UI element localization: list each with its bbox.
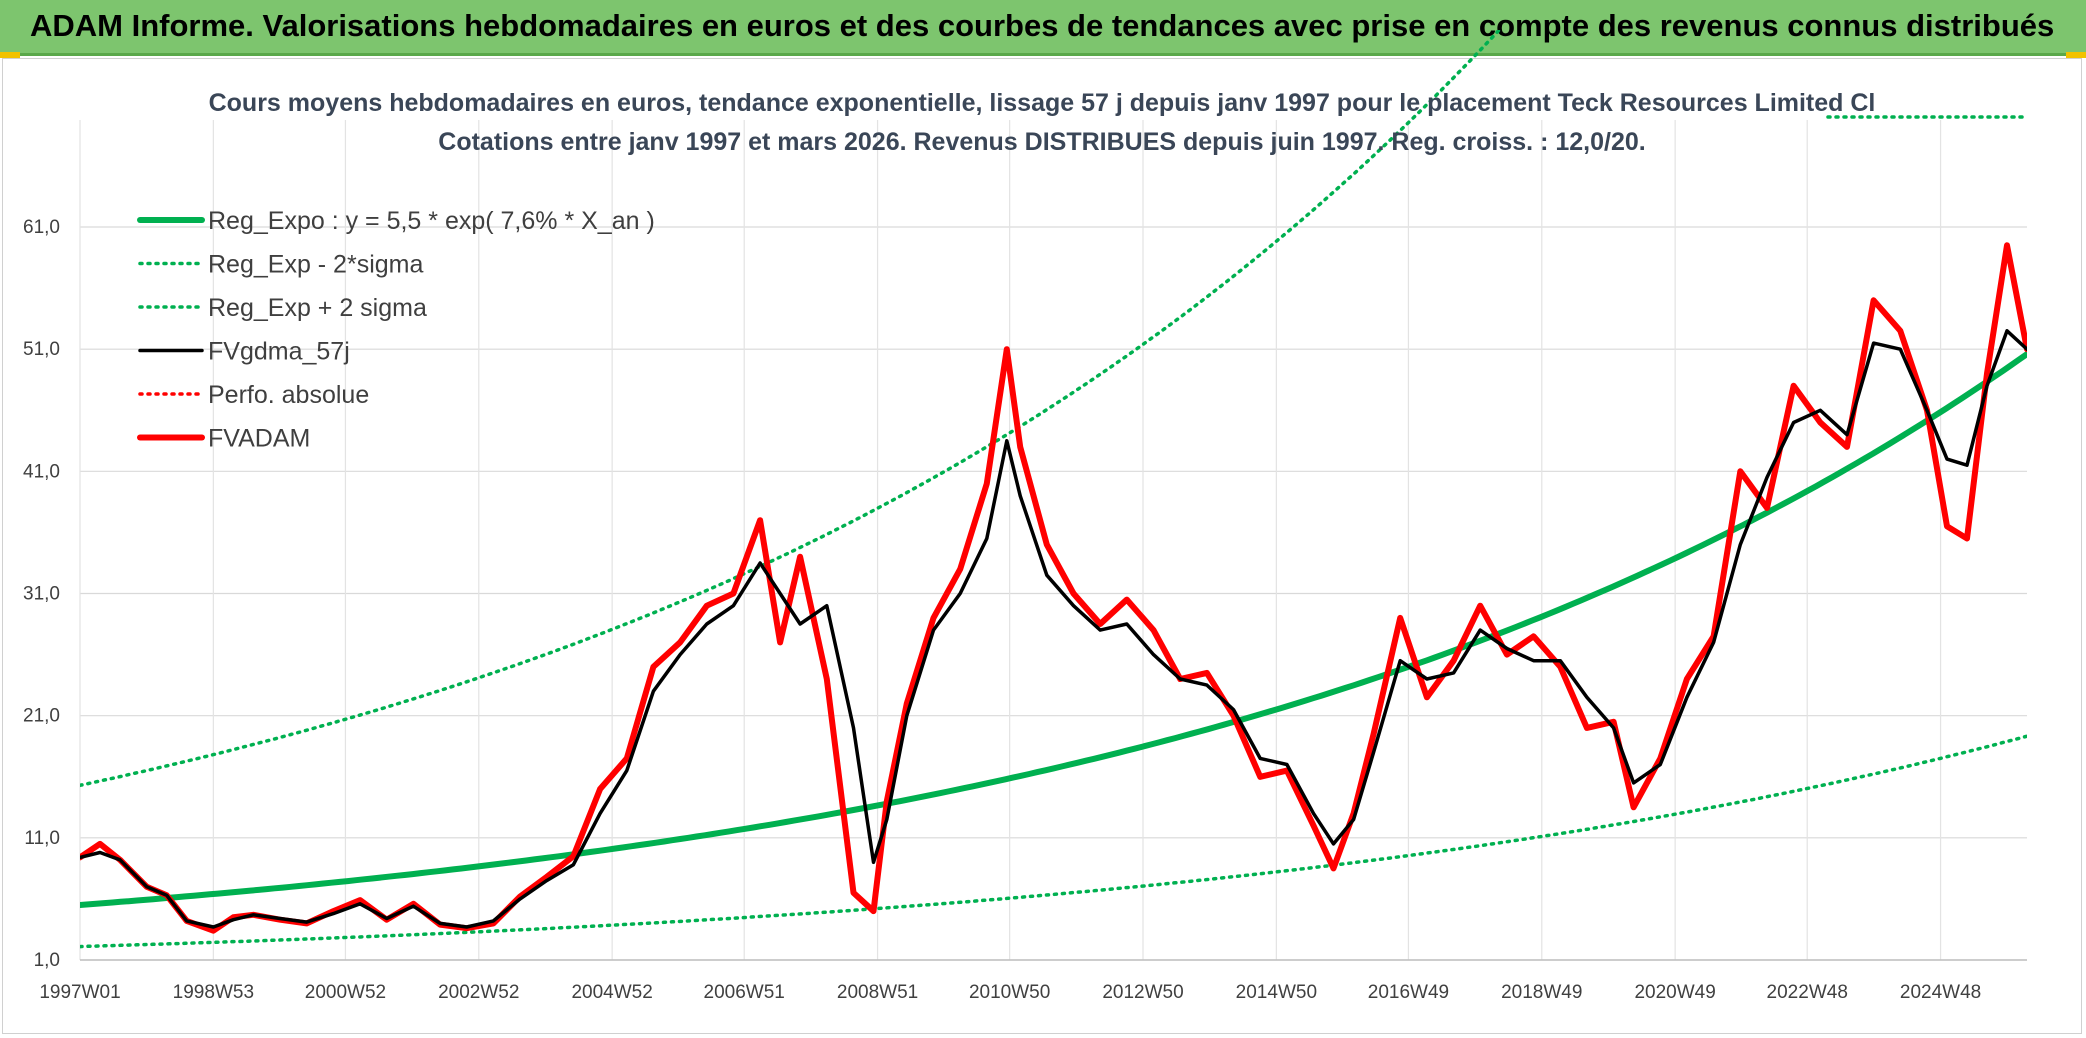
x-tick-label: 2024W48 bbox=[1900, 982, 1981, 1003]
y-tick-label: 31,0 bbox=[23, 584, 60, 605]
legend-label-5: FVADAM bbox=[208, 425, 310, 453]
x-tick-label: 2000W52 bbox=[305, 982, 386, 1003]
y-tick-label: 51,0 bbox=[23, 339, 60, 360]
series-line-5 bbox=[80, 242, 2027, 934]
y-tick-label: 61,0 bbox=[23, 217, 60, 238]
x-tick-label: 2022W48 bbox=[1767, 982, 1848, 1003]
legend: Reg_Expo : y = 5,5 * exp( 7,6% * X_an ) R… bbox=[137, 115, 2026, 453]
series-layer bbox=[80, 30, 2027, 949]
axes: 1,0 11,0 21,0 31,0 41,0 51,0 61,0 1997W01 1998W5… bbox=[23, 217, 2027, 1003]
x-tick-label: 2016W49 bbox=[1368, 982, 1449, 1003]
series-line-1 bbox=[80, 734, 2027, 949]
legend-label-3: FVgdma_57j bbox=[208, 338, 350, 366]
x-tick-label: 2008W51 bbox=[837, 982, 918, 1003]
y-tick-label: 11,0 bbox=[24, 828, 60, 849]
chart-subtitle: Cotations entre janv 1997 et mars 2026. … bbox=[438, 128, 1645, 156]
series-line-0 bbox=[80, 351, 2027, 908]
x-tick-label: 2006W51 bbox=[704, 982, 785, 1003]
legend-label-2: Reg_Exp + 2 sigma bbox=[208, 294, 427, 322]
chart-title: Cours moyens hebdomadaires en euros, ten… bbox=[209, 89, 1876, 117]
report-title: ADAM Informe. Valorisations hebdomadaire… bbox=[30, 8, 2055, 43]
corner-accent-right bbox=[2066, 52, 2086, 58]
x-tick-label: 2002W52 bbox=[438, 982, 519, 1003]
x-tick-label: 2018W49 bbox=[1501, 982, 1582, 1003]
legend-label-0: Reg_Expo : y = 5,5 * exp( 7,6% * X_an ) bbox=[208, 207, 655, 235]
chart-frame bbox=[2, 58, 2082, 1034]
series-line-2 bbox=[80, 30, 1502, 788]
x-tick-label: 2004W52 bbox=[571, 982, 652, 1003]
header-banner: ADAM Informe. Valorisations hebdomadaire… bbox=[0, 0, 2086, 56]
corner-accent-left bbox=[0, 52, 20, 58]
x-tick-label: 1998W53 bbox=[173, 982, 254, 1003]
x-tick-label: 2020W49 bbox=[1634, 982, 1715, 1003]
x-tick-label: 2014W50 bbox=[1236, 982, 1317, 1003]
x-tick-label: 2012W50 bbox=[1102, 982, 1183, 1003]
y-tick-label: 21,0 bbox=[23, 706, 60, 727]
x-tick-label: 2010W50 bbox=[969, 982, 1050, 1003]
y-tick-label: 1,0 bbox=[34, 950, 60, 971]
y-tick-label: 41,0 bbox=[23, 461, 60, 482]
legend-label-4: Perfo. absolue bbox=[208, 381, 369, 409]
legend-label-1: Reg_Exp - 2*sigma bbox=[208, 251, 423, 279]
series-line-3 bbox=[80, 329, 2027, 929]
grid bbox=[79, 120, 2027, 961]
x-tick-label: 1997W01 bbox=[39, 982, 120, 1003]
